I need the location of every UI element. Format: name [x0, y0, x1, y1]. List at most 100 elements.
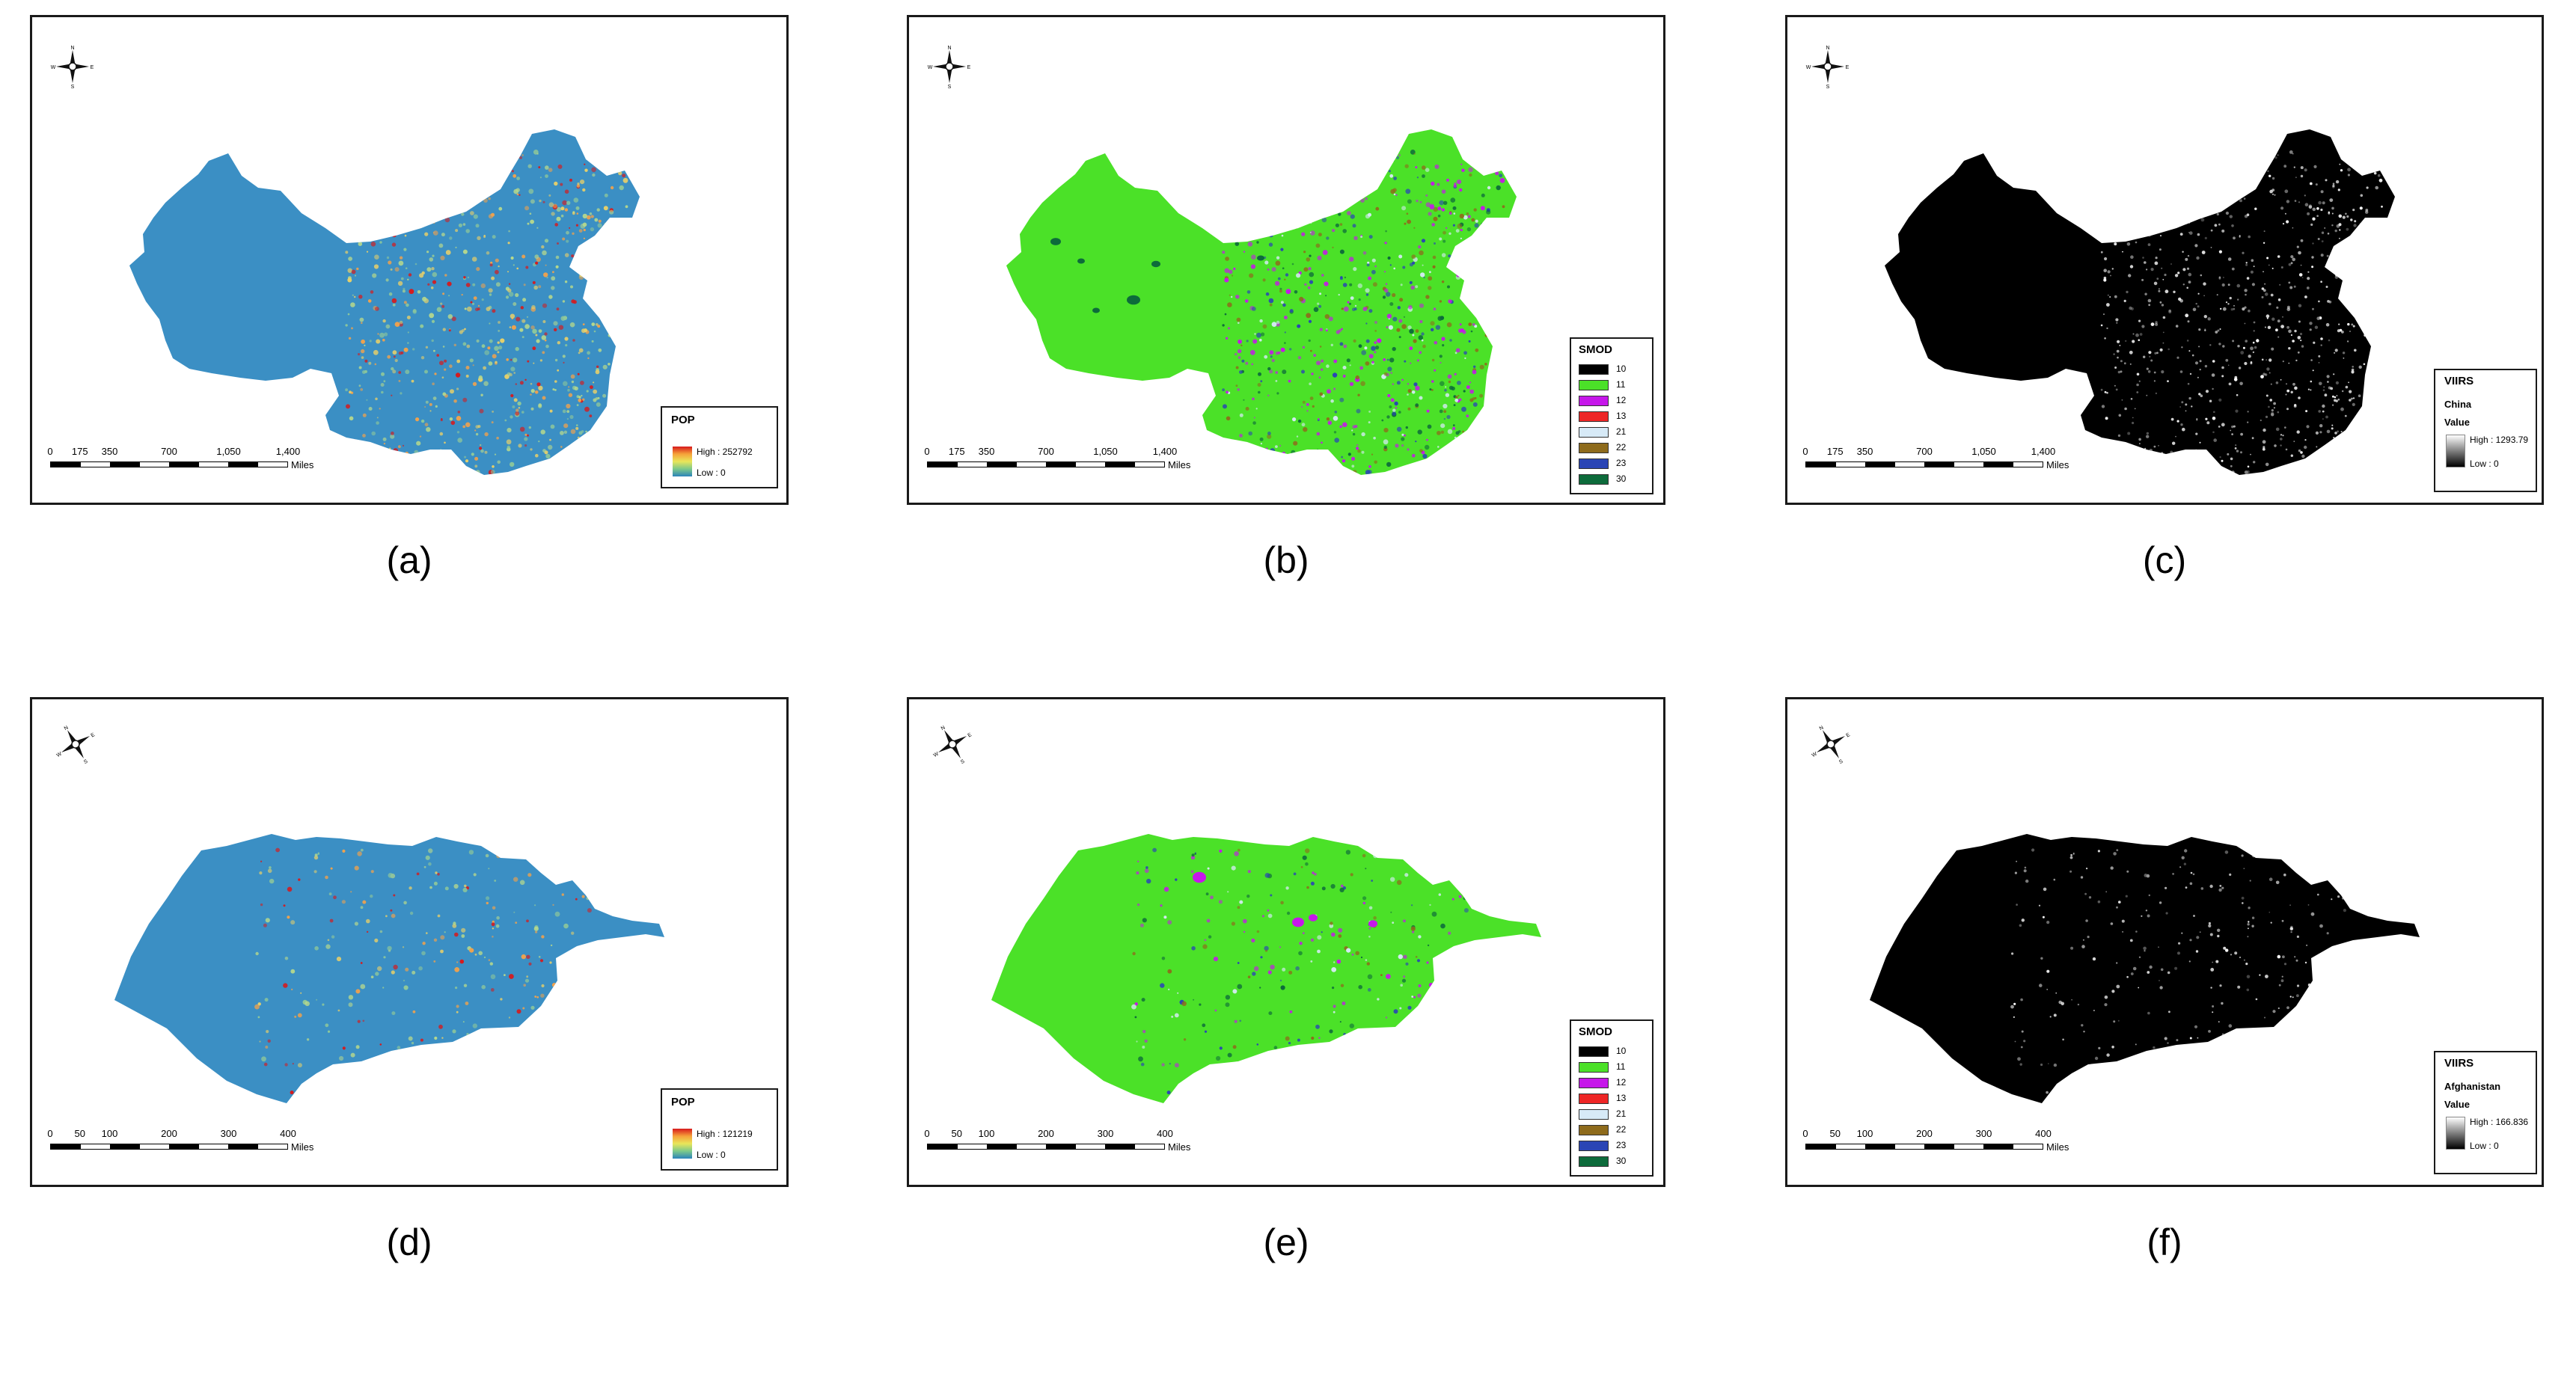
- scale-tick-label: 100: [978, 1128, 995, 1139]
- legend-class-label: 11: [1616, 1061, 1626, 1072]
- scale-tick-label: 0: [924, 1128, 930, 1139]
- legend-country: Afghanistan: [2444, 1081, 2501, 1092]
- svg-text:N: N: [1826, 46, 1829, 51]
- map-afghanistan: [1870, 834, 2420, 1103]
- legend-smod: SMOD 10 11 12 13 21 22 23 30: [1570, 337, 1653, 494]
- north-arrow-icon: N S E W: [1811, 725, 1852, 765]
- scale-bar-graphic: [927, 1144, 1165, 1150]
- map-china: [1885, 129, 2395, 475]
- legend-class-row: 23: [1579, 457, 1650, 470]
- scale-tick-label: 300: [220, 1128, 237, 1139]
- scale-tick-label: 1,400: [1152, 446, 1178, 457]
- scale-bar: 0 175 350 700 1,050 1,400 Miles: [924, 446, 1211, 483]
- map-frame: N S E W 0 50 100 200 300 400 Miles SMOD 10 11 12 13 21 22…: [907, 697, 1665, 1187]
- scale-bar: 0 50 100 200 300 400 Miles: [924, 1128, 1211, 1165]
- legend-class-row: 12: [1579, 394, 1650, 408]
- legend-title: SMOD: [1579, 343, 1612, 356]
- scale-unit: Miles: [291, 459, 314, 470]
- svg-text:W: W: [1806, 65, 1811, 70]
- scale-unit: Miles: [2046, 459, 2069, 470]
- legend-class-label: 10: [1616, 364, 1627, 374]
- svg-text:E: E: [967, 65, 971, 70]
- legend-class-row: 21: [1579, 426, 1650, 439]
- map-frame: N S E W 0 175 350 700 1,050 1,400 Miles SMOD 10 11 12 1…: [907, 15, 1665, 505]
- scale-tick-label: 400: [280, 1128, 296, 1139]
- legend-swatch: [1579, 1046, 1609, 1057]
- scale-ticks: 0 175 350 700 1,050 1,400: [47, 446, 319, 459]
- legend-low-label: Low : 0: [697, 1150, 726, 1160]
- legend-class-label: 23: [1616, 1140, 1627, 1150]
- country-shape: [991, 834, 1541, 1103]
- legend-class-label: 21: [1616, 426, 1627, 437]
- legend-swatch: [1579, 380, 1609, 390]
- map-afghanistan: [991, 834, 1541, 1103]
- legend-swatch: [1579, 1141, 1609, 1151]
- legend-title: VIIRS: [2444, 375, 2474, 387]
- legend-class-label: 30: [1616, 1156, 1627, 1166]
- legend-high-label: High : 252792: [697, 447, 753, 457]
- scale-tick-label: 350: [978, 446, 995, 457]
- scale-ticks: 0 50 100 200 300 400: [1802, 1128, 2075, 1141]
- legend-class-label: 13: [1616, 1093, 1627, 1103]
- scale-bar: 0 50 100 200 300 400 Miles: [47, 1128, 334, 1165]
- map-panel: N S E W 0 175 350 700 1,050 1,400 Miles VIIRS China V…: [1785, 15, 2576, 598]
- legend-class-row: 10: [1579, 1045, 1650, 1058]
- legend-high-label: High : 1293.79: [2470, 435, 2529, 445]
- north-arrow-icon: N S E W: [51, 46, 94, 89]
- legend-class-row: 30: [1579, 473, 1650, 486]
- legend-swatch: [1579, 1062, 1609, 1073]
- legend-value-label: Value: [2444, 417, 2470, 428]
- scale-bar-graphic: [50, 461, 288, 467]
- legend-class-label: 10: [1616, 1046, 1627, 1056]
- legend-class-label: 13: [1616, 411, 1627, 421]
- svg-text:S: S: [71, 85, 75, 89]
- scale-tick-label: 100: [101, 1128, 118, 1139]
- color-ramp: [673, 447, 692, 476]
- legend-class-label: 22: [1616, 1124, 1627, 1135]
- scale-ticks: 0 50 100 200 300 400: [47, 1128, 319, 1141]
- panel-caption: (a): [386, 539, 432, 581]
- legend-class-label: 12: [1616, 395, 1627, 405]
- country-shape: [1006, 129, 1517, 475]
- svg-text:S: S: [1826, 85, 1830, 89]
- legend-high-label: High : 166.836: [2470, 1117, 2529, 1127]
- scale-tick-label: 175: [948, 446, 965, 457]
- scale-unit: Miles: [1168, 459, 1191, 470]
- scale-tick-label: 0: [47, 1128, 53, 1139]
- legend-swatch: [1579, 1125, 1609, 1135]
- legend-swatch: [1579, 1094, 1609, 1104]
- panel-caption: (d): [386, 1221, 432, 1263]
- scale-tick-label: 300: [1097, 1128, 1114, 1139]
- svg-text:E: E: [1845, 732, 1851, 739]
- country-shape: [1885, 129, 2395, 475]
- scale-tick-label: 1,400: [275, 446, 301, 457]
- legend-viirs: VIIRS China Value High : 1293.79 Low : 0: [2434, 369, 2537, 492]
- north-arrow-icon: N S E W: [928, 46, 971, 89]
- svg-text:S: S: [960, 758, 966, 765]
- legend-title: POP: [671, 414, 695, 426]
- scale-ticks: 0 175 350 700 1,050 1,400: [924, 446, 1196, 459]
- panel-caption: (e): [1263, 1221, 1309, 1263]
- legend-class-label: 12: [1616, 1077, 1627, 1088]
- scale-tick-label: 100: [1856, 1128, 1873, 1139]
- legend-swatch: [1579, 427, 1609, 438]
- north-arrow-icon: N S E W: [933, 725, 973, 765]
- legend-class-row: 10: [1579, 363, 1650, 376]
- color-ramp: [2446, 1117, 2465, 1150]
- scale-unit: Miles: [1168, 1141, 1191, 1153]
- legend-swatch: [1579, 411, 1609, 422]
- scale-tick-label: 400: [1157, 1128, 1173, 1139]
- legend-swatch: [1579, 443, 1609, 453]
- scale-tick-label: 1,050: [1093, 446, 1118, 457]
- panel-caption: (b): [1263, 539, 1309, 581]
- legend-low-label: Low : 0: [697, 467, 726, 478]
- legend-class-row: 13: [1579, 1092, 1650, 1105]
- scale-bar: 0 175 350 700 1,050 1,400 Miles: [1802, 446, 2090, 483]
- svg-text:W: W: [928, 65, 933, 70]
- svg-text:E: E: [91, 65, 94, 70]
- scale-tick-label: 350: [1856, 446, 1873, 457]
- scale-ticks: 0 175 350 700 1,050 1,400: [1802, 446, 2075, 459]
- map-frame: N S E W 0 50 100 200 300 400 Miles VIIRS Afghanistan…: [1785, 697, 2544, 1187]
- legend-class-row: 22: [1579, 441, 1650, 455]
- scale-unit: Miles: [291, 1141, 314, 1153]
